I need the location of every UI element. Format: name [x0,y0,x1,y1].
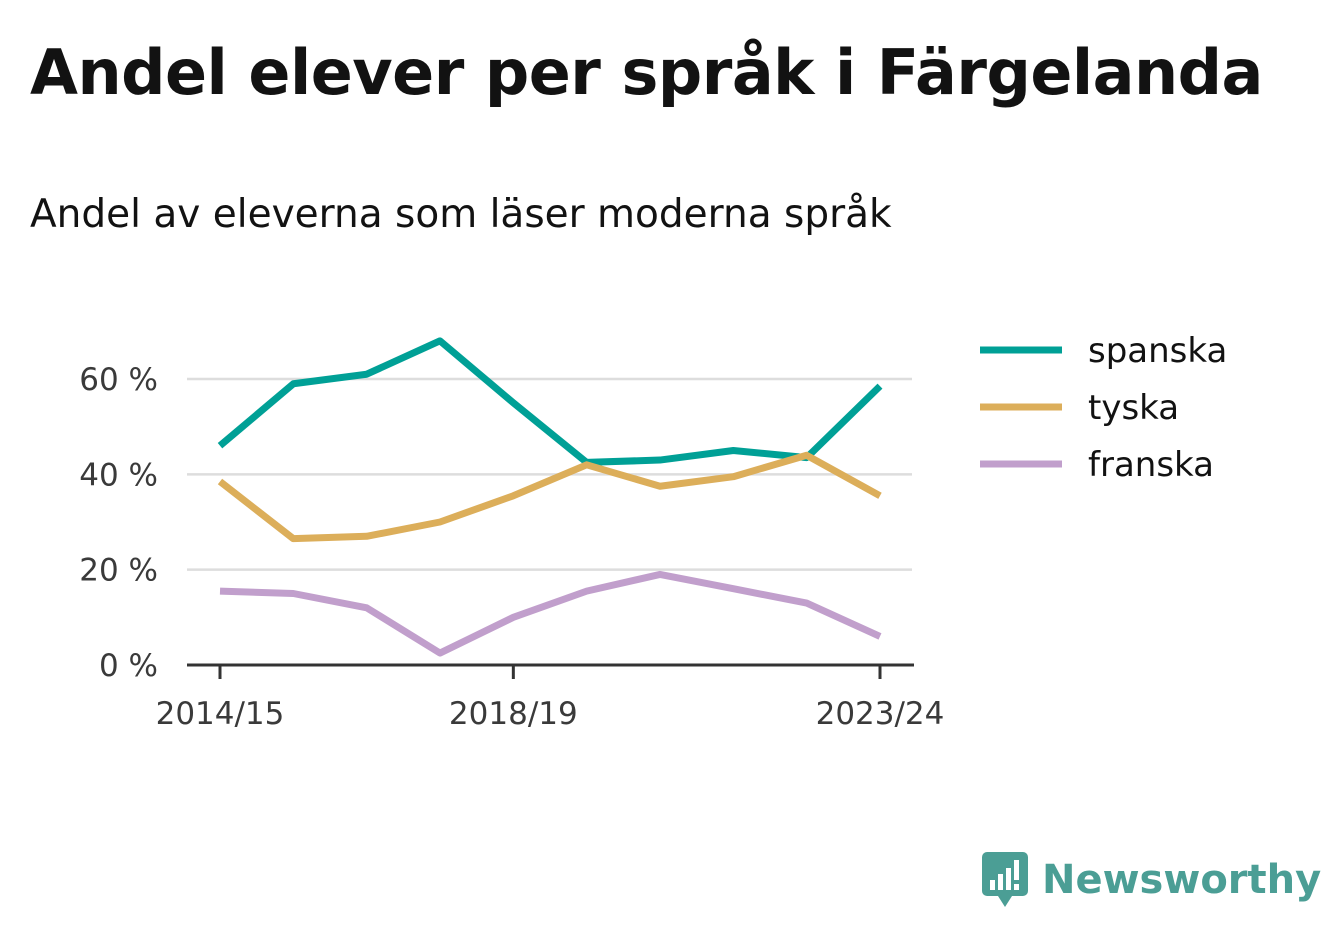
brand: Newsworthy [980,850,1321,910]
chart-title: Andel elever per språk i Färgelanda [30,36,1263,109]
x-tick-label-2014/15: 2014/15 [156,696,285,732]
brand-name: Newsworthy [1042,857,1322,903]
legend-label-tyska: tyska [1088,388,1179,428]
chart-subtitle: Andel av eleverna som läser moderna språ… [30,192,892,237]
newsworthy-logo-icon [982,852,1028,907]
series-line-franska [219,570,882,657]
y-tick-label-40: 40 % [79,457,158,493]
y-tick-label-0: 0 % [99,648,158,684]
legend-label-spanska: spanska [1088,331,1227,371]
series-line-tyska [217,451,882,543]
x-tick-label-2023/24: 2023/24 [816,696,945,732]
legend-label-franska: franska [1088,445,1214,485]
series-line-spanska [217,337,883,466]
y-tick-label-20: 20 % [79,553,158,589]
x-tick-label-2018/19: 2018/19 [449,696,578,732]
y-tick-label-60: 60 % [79,362,158,398]
